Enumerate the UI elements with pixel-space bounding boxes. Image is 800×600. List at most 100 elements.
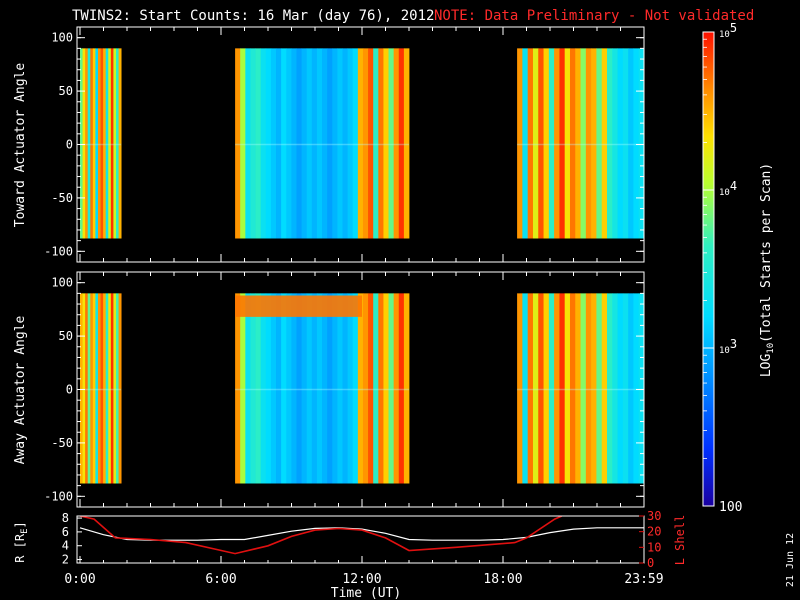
heatmap-cell (559, 48, 566, 239)
heatmap-cell (527, 48, 534, 239)
x-tick-label: 18:00 (483, 572, 522, 587)
y-tick-label: 2 (62, 553, 69, 567)
heatmap-cell (575, 48, 581, 239)
heatmap-cell (543, 293, 550, 484)
x-tick-label: 6:00 (205, 572, 236, 587)
heatmap-cell (311, 293, 318, 484)
heatmap-cell (110, 48, 114, 239)
away-heatmap (80, 293, 645, 484)
heatmap-cell (569, 293, 576, 484)
heatmap-cell (580, 48, 587, 239)
heatmap-cell (87, 293, 91, 484)
heatmap-cell (388, 48, 395, 239)
heatmap-cell (591, 293, 597, 484)
heatmap-cell (118, 48, 122, 239)
heatmap-cell (403, 293, 410, 484)
heatmap-cell (100, 48, 104, 239)
orbit-ylabel: R [RE] (13, 521, 30, 563)
heatmap-cell (240, 48, 246, 239)
y-tick-label: 100 (51, 31, 73, 45)
colorbar-gradient (702, 31, 715, 507)
heatmap-cell (548, 48, 555, 239)
heatmap-cell (250, 293, 256, 484)
heatmap-cell (113, 48, 117, 239)
colorbar-tick-label: 105 (719, 21, 737, 40)
heatmap-cell (352, 48, 359, 239)
heatmap-cell (554, 48, 560, 239)
heatmap-cell (301, 48, 308, 239)
heatmap-cell (638, 48, 645, 239)
heatmap-cell (554, 293, 560, 484)
heatmap-cell (628, 48, 634, 239)
heatmap-cell (612, 293, 618, 484)
heatmap-cell (575, 293, 581, 484)
heatmap-cell (92, 293, 96, 484)
y-tick-label: -50 (51, 436, 73, 450)
toward-ylabel: Toward Actuator Angle (13, 63, 28, 228)
heatmap-cell (245, 293, 251, 484)
colorbar-tick-label: 100 (719, 500, 742, 515)
heatmap-cell (347, 293, 354, 484)
heatmap-cell (105, 293, 109, 484)
heatmap-cell (260, 293, 267, 484)
heatmap-cell (87, 48, 91, 239)
toward-heatmap (80, 48, 645, 239)
heatmap-cell (585, 293, 592, 484)
heatmap-cell (342, 293, 349, 484)
heatmap-cell (622, 48, 629, 239)
heatmap-cell (291, 48, 297, 239)
heatmap-cell (316, 293, 323, 484)
heatmap-cell (522, 48, 529, 239)
away-axes: -100 -50 0 50 100 (44, 271, 645, 508)
away-panel: -100 -50 0 50 100 Away Actuator Angle (13, 271, 645, 508)
heatmap-cell (532, 293, 539, 484)
heatmap-cell (601, 48, 608, 239)
x-tick-label: 23:59 (624, 572, 663, 587)
heatmap-cell (296, 293, 302, 484)
heatmap-cell (80, 48, 83, 239)
orbit-lines (79, 516, 644, 555)
heatmap-cell (306, 48, 313, 239)
heatmap-cell (378, 48, 384, 239)
heatmap-cell (564, 293, 571, 484)
preliminary-note: NOTE: Data Preliminary - Not validated (434, 8, 754, 24)
y2-tick-label: 30 (647, 509, 661, 523)
lshell-ylabel: L Shell (673, 515, 687, 566)
heatmap-cell (585, 48, 592, 239)
heatmap-cell (265, 48, 272, 239)
heatmap-cell (80, 293, 83, 484)
heatmap-cell (115, 48, 119, 239)
heatmap-cell (393, 48, 400, 239)
y-tick-label: -100 (44, 244, 73, 258)
heatmap-cell (606, 293, 613, 484)
heatmap-cell (612, 48, 618, 239)
y-tick-label: -100 (44, 489, 73, 503)
heatmap-cell (638, 293, 645, 484)
heatmap-cell (517, 293, 523, 484)
heatmap-cell (90, 48, 94, 239)
heatmap-cell (633, 48, 640, 239)
lshell-series-line (79, 516, 563, 555)
heatmap-cell (342, 48, 349, 239)
heatmap-cell (628, 293, 634, 484)
heatmap-cell (388, 293, 395, 484)
heatmap-cell (617, 48, 624, 239)
toward-panel: -100 -50 0 50 100 Toward Actuator Angle (13, 26, 645, 263)
heatmap-cell (596, 48, 603, 239)
heatmap-cell (260, 48, 267, 239)
y-tick-label: 6 (62, 525, 69, 539)
heatmap-cell (97, 293, 101, 484)
heatmap-cell (403, 48, 410, 239)
heatmap-cell (92, 48, 96, 239)
y-tick-label: 4 (62, 539, 69, 553)
y-tick-label: 0 (66, 138, 73, 152)
heatmap-cell (569, 48, 576, 239)
heatmap-cell (322, 48, 328, 239)
heatmap-cell (281, 293, 287, 484)
heatmap-cell (296, 48, 302, 239)
heatmap-cell (548, 293, 555, 484)
heatmap-cell (538, 48, 544, 239)
heatmap-cell (105, 48, 109, 239)
